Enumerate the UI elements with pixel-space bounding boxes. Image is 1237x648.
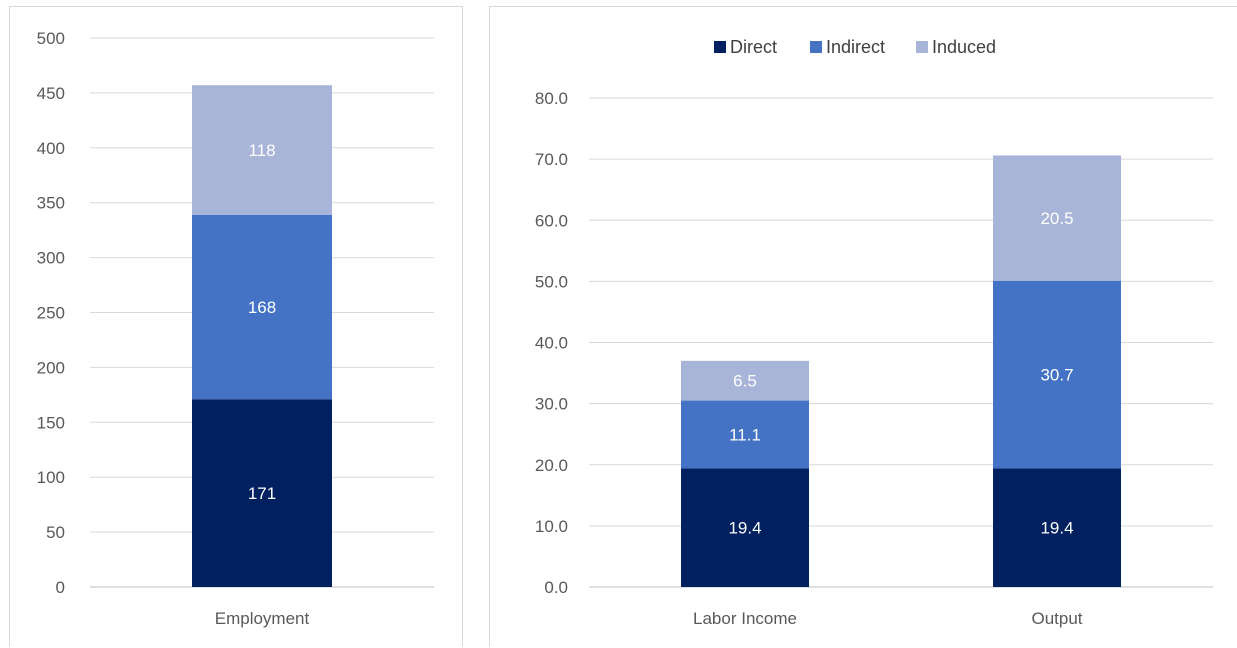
y-tick-label: 10.0	[535, 517, 568, 536]
y-tick-label: 70.0	[535, 150, 568, 169]
y-tick-label: 400	[37, 139, 65, 158]
bar-indirect-labor-income	[681, 400, 809, 469]
data-label-direct-employment: 171	[248, 484, 276, 503]
legend-swatch-induced	[916, 41, 928, 53]
data-label-induced-labor-income: 6.5	[733, 372, 757, 391]
y-tick-label: 450	[37, 84, 65, 103]
legend-swatch-direct	[714, 41, 726, 53]
legend-swatch-indirect	[810, 41, 822, 53]
bar-induced-labor-income	[681, 360, 809, 401]
data-label-indirect-labor-income: 11.1	[729, 425, 761, 444]
y-tick-label: 350	[37, 194, 65, 213]
income-output-chart: 0.0 10.0 20.0 30.0 40.0 50.0 60.0 70.0 80.0 19.4 1…	[535, 37, 1213, 628]
y-tick-label: 150	[37, 413, 65, 432]
data-label-indirect-employment: 168	[248, 298, 276, 317]
bar-direct-employment	[192, 399, 332, 587]
data-label-induced-employment: 118	[248, 141, 275, 160]
data-label-direct-labor-income: 19.4	[728, 519, 761, 538]
data-label-direct-output: 19.4	[1040, 519, 1073, 538]
legend: Direct Indirect Induced	[714, 37, 996, 57]
y-tick-label: 80.0	[535, 89, 568, 108]
bar-induced-employment	[192, 85, 332, 215]
y-tick-label: 100	[37, 468, 65, 487]
y-tick-label: 50	[46, 523, 65, 542]
y-tick-label: 200	[37, 358, 65, 377]
legend-label-induced: Induced	[932, 37, 996, 57]
bar-direct-output	[993, 468, 1121, 587]
employment-chart-panel: 0 50 100 150 200 250 300 350 400 450 500 171 168 118 E…	[9, 6, 463, 647]
y-tick-label: 30.0	[535, 395, 568, 414]
legend-label-direct: Direct	[730, 37, 777, 57]
y-tick-label: 500	[37, 29, 65, 48]
bar-direct-labor-income	[681, 468, 809, 587]
y-tick-label: 0.0	[544, 578, 568, 597]
income-output-chart-panel: 0.0 10.0 20.0 30.0 40.0 50.0 60.0 70.0 80.0 19.4 1…	[489, 6, 1237, 647]
y-tick-label: 0	[56, 578, 65, 597]
y-tick-label: 20.0	[535, 456, 568, 475]
y-tick-label: 60.0	[535, 211, 568, 230]
bar-induced-output	[993, 155, 1121, 281]
data-label-indirect-output: 30.7	[1040, 366, 1073, 385]
bar-indirect-employment	[192, 214, 332, 400]
employment-chart: 0 50 100 150 200 250 300 350 400 450 500 171 168 118 E…	[37, 29, 434, 628]
data-label-induced-output: 20.5	[1040, 209, 1073, 228]
legend-label-indirect: Indirect	[826, 37, 885, 57]
category-label-employment: Employment	[215, 609, 310, 628]
bar-indirect-output	[993, 280, 1121, 469]
y-tick-label: 300	[37, 249, 65, 268]
y-tick-label: 40.0	[535, 334, 568, 353]
y-tick-label: 250	[37, 304, 65, 323]
y-tick-label: 50.0	[535, 272, 568, 291]
category-label-output: Output	[1031, 609, 1082, 628]
category-label-labor-income: Labor Income	[693, 609, 797, 628]
